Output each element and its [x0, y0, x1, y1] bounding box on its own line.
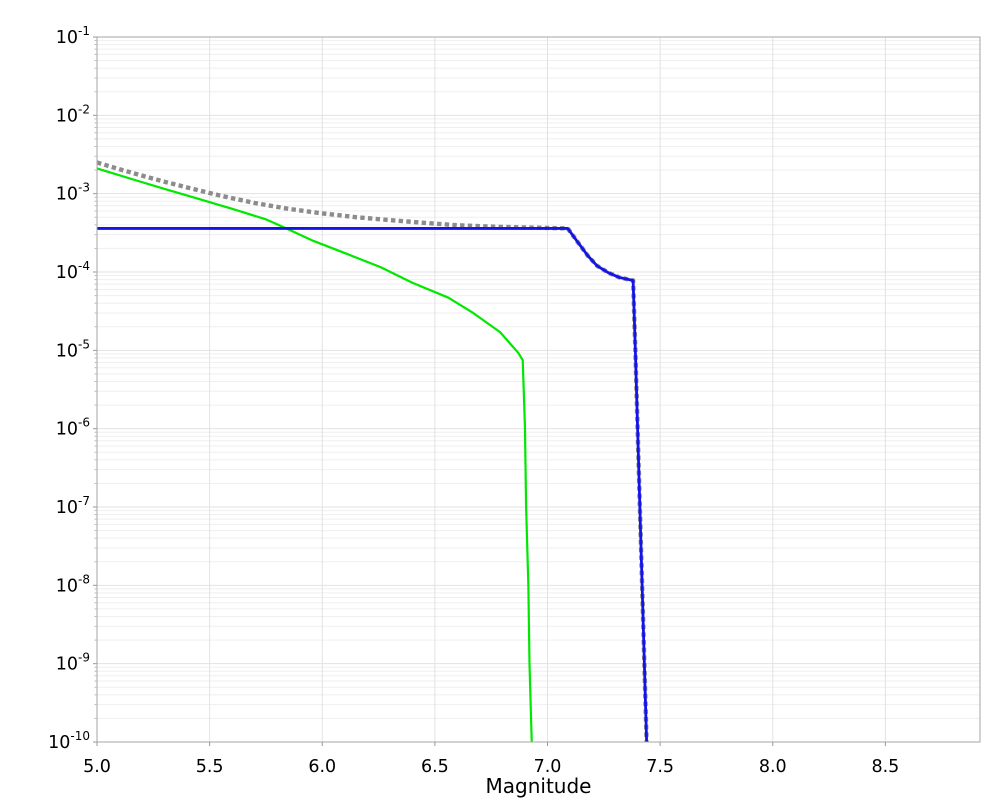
y-tick-label: 10-3	[56, 181, 90, 205]
y-tick-label: 10-6	[56, 416, 90, 440]
y-tick-label: 10-5	[56, 337, 90, 361]
x-tick-label: 6.5	[421, 757, 449, 777]
y-tick-label: 10-7	[56, 494, 90, 518]
y-tick-label: 10-9	[56, 651, 90, 675]
y-tick-label: 10-2	[56, 102, 90, 126]
x-axis-label: Magnitude	[485, 774, 592, 798]
x-tick-label: 7.0	[534, 757, 562, 777]
tick-labels: 5.0 5.5 6.0 6.5 7.0 7.5 8.0 8.5 10-1 10-2 10-3 10-4…	[48, 24, 899, 777]
y-tick-label: 10-8	[56, 572, 90, 596]
plot-border	[96, 36, 981, 743]
y-tick-label: 10-10	[48, 729, 90, 753]
series-group	[97, 160, 649, 742]
axis-ticks	[93, 36, 886, 746]
x-tick-label: 7.5	[646, 757, 674, 777]
y-tick-label: 10-4	[56, 259, 90, 283]
x-tick-label: 5.0	[83, 757, 111, 777]
y-tick-label: 10-1	[56, 24, 90, 48]
series-path-participation-rate-green	[97, 167, 533, 742]
x-tick-label: 8.5	[871, 757, 899, 777]
x-tick-label: 8.0	[759, 757, 787, 777]
x-tick-label: 6.0	[308, 757, 336, 777]
x-tick-label: 5.5	[196, 757, 224, 777]
gridlines	[96, 36, 980, 743]
series-path-participation-rate-blue	[97, 227, 649, 742]
